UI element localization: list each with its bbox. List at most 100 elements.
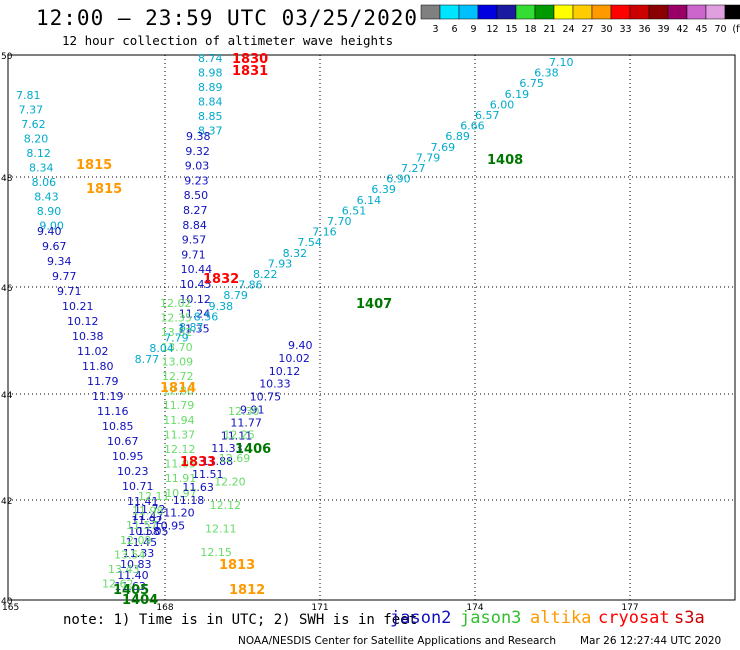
wave-height-label: 9.32 xyxy=(185,145,210,158)
wave-height-label: 10.23 xyxy=(117,465,149,478)
page-title: 12:00 – 23:59 UTC 03/25/2020 xyxy=(36,6,419,30)
wave-height-label: 11.37 xyxy=(164,428,196,441)
wave-height-map: 165 168 171 174 177 50 48 46 44 42 40 7.81 7.377.62 8… xyxy=(1,52,736,610)
pass-number-label: 1830 xyxy=(232,52,268,67)
wave-height-label: 9.23 xyxy=(184,174,209,187)
wave-height-label: 9.03 xyxy=(185,160,210,173)
wave-height-label: 10.02 xyxy=(278,352,310,365)
wave-height-label: 8.74 xyxy=(198,52,223,65)
wave-height-label: 8.20 xyxy=(24,133,49,146)
wave-height-label: 9.71 xyxy=(181,248,206,261)
pass-number-label: 1405 xyxy=(113,583,149,598)
wave-height-label: 9.38 xyxy=(209,300,234,313)
wave-height-label: 7.37 xyxy=(19,104,43,117)
wave-height-label: 8.22 xyxy=(253,268,278,281)
legend-label: 30 xyxy=(600,24,612,35)
wave-height-label: 12.09 xyxy=(120,534,152,547)
sat-label-jason3: jason3 xyxy=(460,608,522,628)
lat-tick-label: 44 xyxy=(1,391,13,401)
wave-height-label: 8.06 xyxy=(32,176,56,189)
lat-tick-label: 46 xyxy=(1,284,13,294)
lat-tick-label: 40 xyxy=(1,597,13,607)
wave-height-label: 11.05 xyxy=(164,458,196,471)
wave-height-label: 11.98 xyxy=(132,505,164,518)
wave-height-label: 10.95 xyxy=(154,520,186,533)
wave-height-label: 12.62 xyxy=(102,578,134,591)
wave-height-label: 9.57 xyxy=(182,234,207,247)
wave-height-label: 9.34 xyxy=(47,255,72,268)
wave-height-label: 9.77 xyxy=(52,270,77,283)
wave-height-label: 10.71 xyxy=(122,480,154,493)
legend-label: 21 xyxy=(543,24,555,35)
wave-height-label: 7.81 xyxy=(16,89,41,102)
wave-height-label: 13.52 xyxy=(161,326,193,339)
lat-tick-label: 50 xyxy=(1,52,13,62)
pass-number-label: 1833 xyxy=(180,455,216,470)
sat-label-cryosat: cryosat xyxy=(598,608,670,628)
lon-tick-label: 177 xyxy=(621,603,638,610)
wave-height-label: 7.69 xyxy=(431,141,456,154)
lat-tick-label: 42 xyxy=(1,497,12,507)
wave-height-label: 12.69 xyxy=(219,452,251,465)
pass-number-label: 1404 xyxy=(122,593,158,608)
legend-label: 6 xyxy=(451,24,457,35)
wave-height-label: 10.83 xyxy=(120,558,152,571)
wave-height-label: 12.12 xyxy=(164,443,196,456)
wave-height-label: 10.33 xyxy=(259,378,291,391)
wave-height-label: 11.41 xyxy=(127,495,159,508)
map-frame xyxy=(7,54,736,601)
legend-label: 9 xyxy=(470,24,476,35)
wave-height-label: 8.84 xyxy=(182,219,207,232)
wave-height-label: 12.72 xyxy=(162,370,194,383)
wave-height-label: 13.70 xyxy=(161,341,193,354)
lon-tick-label: 174 xyxy=(466,603,483,610)
wave-height-label: 11.91 xyxy=(165,472,197,485)
legend-label: 39 xyxy=(657,24,669,35)
wave-height-label: 10.58 xyxy=(128,525,160,538)
wave-height-label: 11.77 xyxy=(230,416,262,429)
wave-height-label: 8.04 xyxy=(149,342,174,355)
wave-height-label: 6.00 xyxy=(490,98,515,111)
wave-height-label: 11.94 xyxy=(163,414,195,427)
wave-height-label: 12.35 xyxy=(160,312,192,325)
lon-tick-label: 168 xyxy=(156,603,173,610)
sat-label-jason2: jason2 xyxy=(390,608,452,628)
pass-number-label: 1407 xyxy=(356,297,392,312)
wave-height-label: 6.14 xyxy=(357,194,382,207)
wave-height-label: 12.12 xyxy=(210,499,242,512)
wave-height-label: 6.90 xyxy=(386,173,411,186)
wave-height-label: 12.30 xyxy=(228,405,260,418)
wave-height-label: 11.88 xyxy=(202,455,234,468)
wave-height-label: 7.70 xyxy=(327,215,352,228)
wave-height-label: 8.89 xyxy=(198,81,223,94)
wave-height-label: 6.75 xyxy=(519,77,544,90)
wave-height-label: 7.93 xyxy=(268,257,293,270)
wave-height-label: 10.38 xyxy=(72,330,104,343)
wave-height-label: 7.86 xyxy=(238,279,263,292)
wave-height-label: 11.47 xyxy=(132,510,164,523)
lon-tick-label: 171 xyxy=(311,603,328,610)
wave-height-label: 12.11 xyxy=(205,523,237,536)
wave-height-label: 12.86 xyxy=(162,385,194,398)
wave-height-label: 11.16 xyxy=(97,405,129,418)
wave-height-label: 7.79 xyxy=(416,151,441,164)
wave-height-label: 11.02 xyxy=(77,345,109,358)
wave-height-label: 11.40 xyxy=(117,569,149,582)
wave-height-label: 8.32 xyxy=(283,247,308,260)
wave-height-label: 10.75 xyxy=(250,391,282,404)
wave-height-label: 11.35 xyxy=(178,322,210,335)
wave-height-label: 6.57 xyxy=(475,109,500,122)
wave-height-label: 6.51 xyxy=(342,204,367,217)
wave-height-label: 12.25 xyxy=(223,429,255,442)
legend-label: 36 xyxy=(638,24,650,35)
wave-height-label: 10.12 xyxy=(67,315,99,328)
wave-height-label: 11.18 xyxy=(173,494,205,507)
wave-height-label: 10.45 xyxy=(180,278,212,291)
wave-height-label: 11.33 xyxy=(123,547,155,560)
wave-height-label: 8.98 xyxy=(198,67,223,80)
legend-label: 15 xyxy=(505,24,517,35)
wave-height-label: 11.79 xyxy=(87,375,119,388)
wave-height-label: 8.37 xyxy=(198,125,223,138)
wave-height-label: 11.33 xyxy=(211,442,243,455)
wave-height-label: 7.16 xyxy=(312,226,337,239)
